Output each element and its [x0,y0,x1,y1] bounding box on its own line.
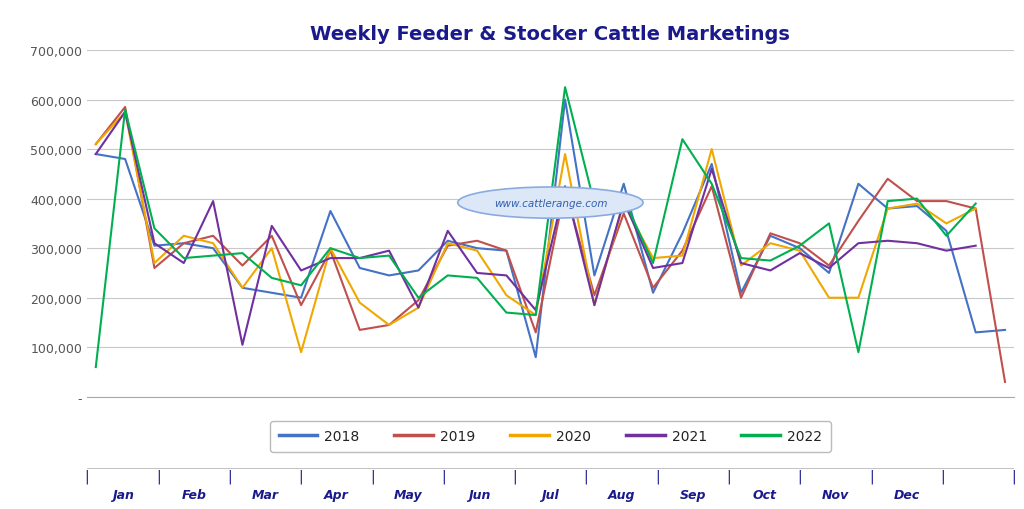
Text: Apr: Apr [325,488,349,501]
Text: Jul: Jul [542,488,559,501]
Text: |: | [441,469,445,483]
Text: Feb: Feb [181,488,207,501]
Text: May: May [393,488,422,501]
Text: Jan: Jan [112,488,133,501]
Text: Aug: Aug [608,488,636,501]
Text: |: | [370,469,375,483]
Text: |: | [1012,469,1016,483]
Text: |: | [85,469,89,483]
Text: |: | [299,469,303,483]
Text: |: | [512,469,517,483]
Text: |: | [584,469,589,483]
Text: Oct: Oct [753,488,776,501]
Text: Sep: Sep [680,488,707,501]
Text: |: | [655,469,659,483]
Text: Jun: Jun [468,488,490,501]
Text: Mar: Mar [252,488,279,501]
Text: |: | [869,469,873,483]
Title: Weekly Feeder & Stocker Cattle Marketings: Weekly Feeder & Stocker Cattle Marketing… [310,25,791,44]
Ellipse shape [458,188,643,219]
Text: |: | [156,469,161,483]
Text: www.cattlerange.com: www.cattlerange.com [494,198,607,208]
Text: |: | [227,469,231,483]
Text: |: | [798,469,802,483]
Text: Nov: Nov [822,488,849,501]
Text: |: | [726,469,731,483]
Text: |: | [940,469,945,483]
Legend: 2018, 2019, 2020, 2021, 2022: 2018, 2019, 2020, 2021, 2022 [270,421,830,452]
Text: Dec: Dec [894,488,920,501]
